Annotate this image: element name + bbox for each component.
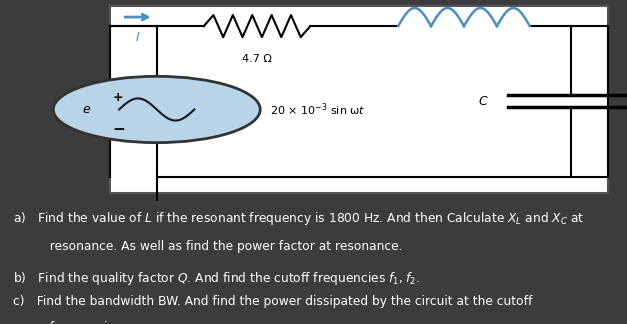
Text: −: − — [113, 122, 125, 137]
Text: $C$: $C$ — [478, 95, 489, 108]
Text: frequencies.: frequencies. — [13, 321, 125, 324]
Text: resonance. As well as find the power factor at resonance.: resonance. As well as find the power fac… — [13, 240, 402, 253]
Text: $e$: $e$ — [82, 103, 91, 116]
Text: 20 × 10$^{-3}$ sin ω$t$: 20 × 10$^{-3}$ sin ω$t$ — [270, 101, 366, 118]
Text: $I$: $I$ — [135, 31, 140, 44]
Circle shape — [53, 76, 260, 143]
Text: +: + — [113, 91, 124, 104]
FancyBboxPatch shape — [110, 6, 608, 193]
Text: c) Find the bandwidth BW. And find the power dissipated by the circuit at the cu: c) Find the bandwidth BW. And find the p… — [13, 295, 532, 308]
Text: b) Find the quality factor $Q$. And find the cutoff frequencies $f_1, f_2$.: b) Find the quality factor $Q$. And find… — [13, 270, 419, 286]
Text: a) Find the value of $L$ if the resonant frequency is 1800 Hz. And then Calculat: a) Find the value of $L$ if the resonant… — [13, 210, 584, 227]
Text: 4.7 Ω: 4.7 Ω — [242, 54, 272, 64]
